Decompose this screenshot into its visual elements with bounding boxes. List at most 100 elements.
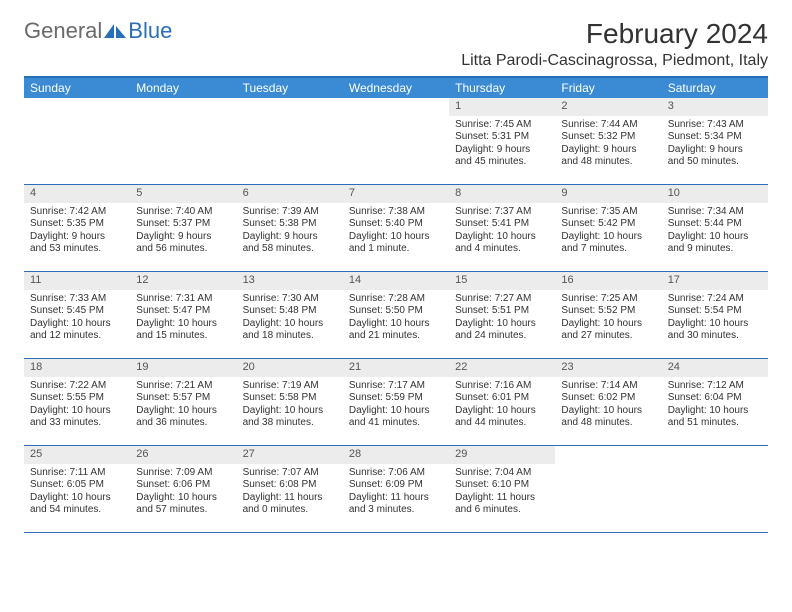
sunset-text: Sunset: 6:04 PM <box>668 392 762 405</box>
day-cell: 25Sunrise: 7:11 AMSunset: 6:05 PMDayligh… <box>24 446 130 532</box>
daylight-text: Daylight: 9 hours and 48 minutes. <box>561 144 655 169</box>
sunrise-text: Sunrise: 7:19 AM <box>243 380 337 393</box>
daylight-text: Daylight: 10 hours and 33 minutes. <box>30 405 124 430</box>
daylight-text: Daylight: 10 hours and 44 minutes. <box>455 405 549 430</box>
day-cell: 1Sunrise: 7:45 AMSunset: 5:31 PMDaylight… <box>449 98 555 184</box>
sunset-text: Sunset: 6:05 PM <box>30 479 124 492</box>
sunrise-text: Sunrise: 7:37 AM <box>455 206 549 219</box>
day-number: 14 <box>343 272 449 290</box>
sunrise-text: Sunrise: 7:04 AM <box>455 467 549 480</box>
sunset-text: Sunset: 6:09 PM <box>349 479 443 492</box>
day-content: Sunrise: 7:31 AMSunset: 5:47 PMDaylight:… <box>130 290 236 347</box>
week-row: 18Sunrise: 7:22 AMSunset: 5:55 PMDayligh… <box>24 359 768 446</box>
week-row: 11Sunrise: 7:33 AMSunset: 5:45 PMDayligh… <box>24 272 768 359</box>
day-content: Sunrise: 7:24 AMSunset: 5:54 PMDaylight:… <box>662 290 768 347</box>
weekday-header: Monday <box>130 78 236 98</box>
day-content: Sunrise: 7:40 AMSunset: 5:37 PMDaylight:… <box>130 203 236 260</box>
daylight-text: Daylight: 10 hours and 4 minutes. <box>455 231 549 256</box>
sunrise-text: Sunrise: 7:21 AM <box>136 380 230 393</box>
sunset-text: Sunset: 5:59 PM <box>349 392 443 405</box>
calendar: Sunday Monday Tuesday Wednesday Thursday… <box>24 76 768 533</box>
day-number: 24 <box>662 359 768 377</box>
sunset-text: Sunset: 5:51 PM <box>455 305 549 318</box>
weekday-header: Tuesday <box>237 78 343 98</box>
day-content: Sunrise: 7:43 AMSunset: 5:34 PMDaylight:… <box>662 116 768 173</box>
day-content: Sunrise: 7:28 AMSunset: 5:50 PMDaylight:… <box>343 290 449 347</box>
day-content: Sunrise: 7:27 AMSunset: 5:51 PMDaylight:… <box>449 290 555 347</box>
day-number: 13 <box>237 272 343 290</box>
daylight-text: Daylight: 9 hours and 45 minutes. <box>455 144 549 169</box>
day-content: Sunrise: 7:35 AMSunset: 5:42 PMDaylight:… <box>555 203 661 260</box>
day-content: Sunrise: 7:09 AMSunset: 6:06 PMDaylight:… <box>130 464 236 521</box>
day-content: Sunrise: 7:22 AMSunset: 5:55 PMDaylight:… <box>24 377 130 434</box>
logo: General Blue <box>24 18 172 44</box>
location: Litta Parodi-Cascinagrossa, Piedmont, It… <box>461 52 768 70</box>
sunrise-text: Sunrise: 7:16 AM <box>455 380 549 393</box>
daylight-text: Daylight: 10 hours and 18 minutes. <box>243 318 337 343</box>
day-number: 2 <box>555 98 661 116</box>
week-row: 4Sunrise: 7:42 AMSunset: 5:35 PMDaylight… <box>24 185 768 272</box>
daylight-text: Daylight: 10 hours and 54 minutes. <box>30 492 124 517</box>
day-content: Sunrise: 7:33 AMSunset: 5:45 PMDaylight:… <box>24 290 130 347</box>
day-number <box>555 446 661 450</box>
daylight-text: Daylight: 10 hours and 57 minutes. <box>136 492 230 517</box>
sunrise-text: Sunrise: 7:43 AM <box>668 119 762 132</box>
sunrise-text: Sunrise: 7:33 AM <box>30 293 124 306</box>
daylight-text: Daylight: 9 hours and 58 minutes. <box>243 231 337 256</box>
daylight-text: Daylight: 10 hours and 12 minutes. <box>30 318 124 343</box>
day-number: 22 <box>449 359 555 377</box>
sunrise-text: Sunrise: 7:17 AM <box>349 380 443 393</box>
day-cell: 13Sunrise: 7:30 AMSunset: 5:48 PMDayligh… <box>237 272 343 358</box>
sunrise-text: Sunrise: 7:34 AM <box>668 206 762 219</box>
sunrise-text: Sunrise: 7:06 AM <box>349 467 443 480</box>
day-number: 26 <box>130 446 236 464</box>
sunset-text: Sunset: 5:47 PM <box>136 305 230 318</box>
daylight-text: Daylight: 10 hours and 24 minutes. <box>455 318 549 343</box>
day-content: Sunrise: 7:34 AMSunset: 5:44 PMDaylight:… <box>662 203 768 260</box>
title-block: February 2024 Litta Parodi-Cascinagrossa… <box>461 18 768 70</box>
daylight-text: Daylight: 9 hours and 50 minutes. <box>668 144 762 169</box>
logo-text-general: General <box>24 18 102 44</box>
day-number: 17 <box>662 272 768 290</box>
sunrise-text: Sunrise: 7:07 AM <box>243 467 337 480</box>
page-title: February 2024 <box>461 18 768 50</box>
day-number: 7 <box>343 185 449 203</box>
sunset-text: Sunset: 5:31 PM <box>455 131 549 144</box>
day-cell: 27Sunrise: 7:07 AMSunset: 6:08 PMDayligh… <box>237 446 343 532</box>
weekday-header: Saturday <box>662 78 768 98</box>
day-number: 21 <box>343 359 449 377</box>
sunset-text: Sunset: 5:44 PM <box>668 218 762 231</box>
day-number <box>662 446 768 450</box>
sunrise-text: Sunrise: 7:31 AM <box>136 293 230 306</box>
day-cell: 5Sunrise: 7:40 AMSunset: 5:37 PMDaylight… <box>130 185 236 271</box>
day-content: Sunrise: 7:06 AMSunset: 6:09 PMDaylight:… <box>343 464 449 521</box>
sunrise-text: Sunrise: 7:35 AM <box>561 206 655 219</box>
weekday-header: Wednesday <box>343 78 449 98</box>
day-number: 8 <box>449 185 555 203</box>
day-content: Sunrise: 7:30 AMSunset: 5:48 PMDaylight:… <box>237 290 343 347</box>
header: General Blue February 2024 Litta Parodi-… <box>24 18 768 70</box>
day-number <box>130 98 236 102</box>
day-cell <box>343 98 449 184</box>
sunrise-text: Sunrise: 7:25 AM <box>561 293 655 306</box>
sunrise-text: Sunrise: 7:11 AM <box>30 467 124 480</box>
day-number: 23 <box>555 359 661 377</box>
daylight-text: Daylight: 10 hours and 27 minutes. <box>561 318 655 343</box>
day-number: 29 <box>449 446 555 464</box>
day-number: 19 <box>130 359 236 377</box>
sunrise-text: Sunrise: 7:45 AM <box>455 119 549 132</box>
sunset-text: Sunset: 5:58 PM <box>243 392 337 405</box>
sunset-text: Sunset: 6:08 PM <box>243 479 337 492</box>
day-number <box>237 98 343 102</box>
sunrise-text: Sunrise: 7:39 AM <box>243 206 337 219</box>
sunrise-text: Sunrise: 7:40 AM <box>136 206 230 219</box>
day-number: 3 <box>662 98 768 116</box>
day-content: Sunrise: 7:12 AMSunset: 6:04 PMDaylight:… <box>662 377 768 434</box>
day-content: Sunrise: 7:38 AMSunset: 5:40 PMDaylight:… <box>343 203 449 260</box>
week-row: 25Sunrise: 7:11 AMSunset: 6:05 PMDayligh… <box>24 446 768 533</box>
day-number <box>24 98 130 102</box>
weekday-header: Sunday <box>24 78 130 98</box>
daylight-text: Daylight: 10 hours and 21 minutes. <box>349 318 443 343</box>
day-number: 9 <box>555 185 661 203</box>
day-cell <box>130 98 236 184</box>
